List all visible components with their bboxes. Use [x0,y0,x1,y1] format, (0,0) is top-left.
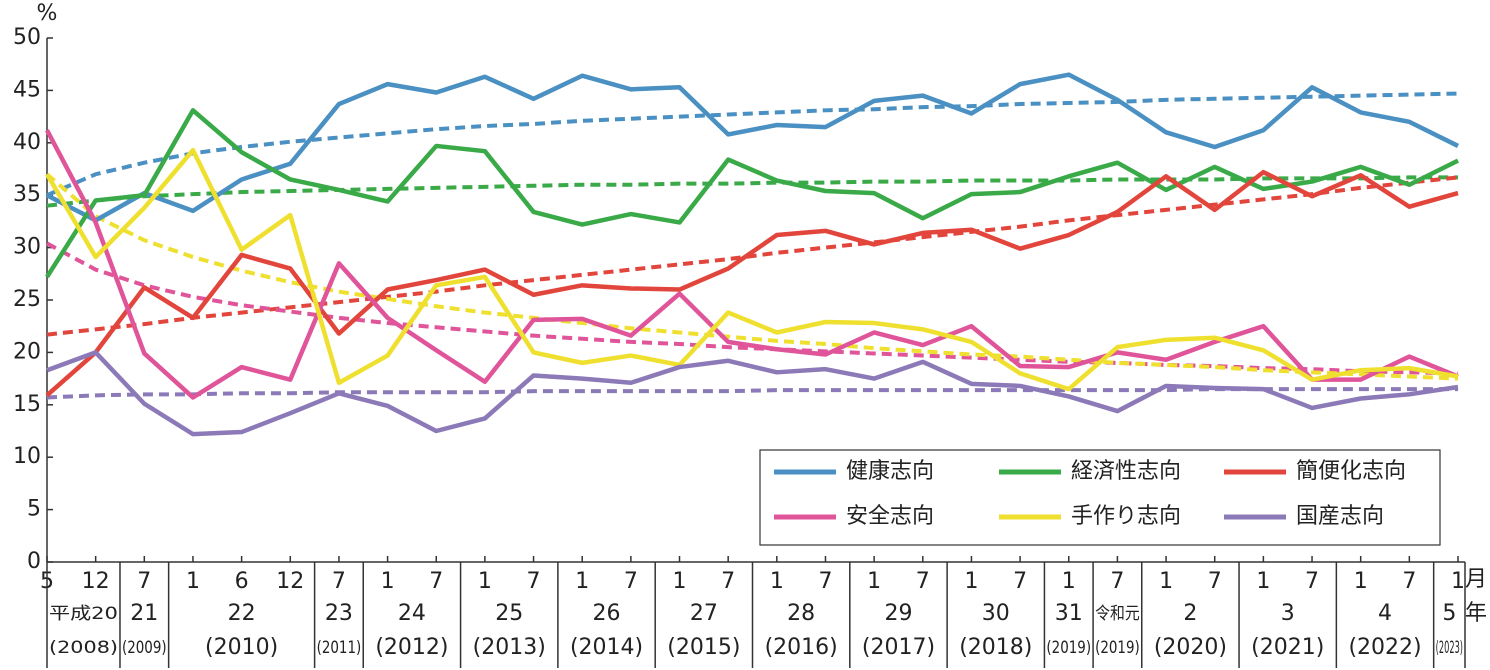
series-line [45,169,1459,398]
x-unit-month: 月 [1465,567,1487,592]
year-western: (2018) [959,635,1032,660]
year-western: (2023) [1436,638,1463,658]
legend-label: 簡便化志向 [1296,459,1406,484]
x-tick-label: 7 [527,569,541,594]
x-tick-label: 1 [478,569,492,594]
year-label: 5 [1442,601,1456,626]
x-tick-label: 1 [1062,569,1076,594]
x-tick-label: 1 [1451,569,1465,594]
year-label: 3 [1281,601,1295,626]
x-tick-label: 7 [916,569,930,594]
year-western: (2013) [473,635,546,660]
series-line [45,108,1459,279]
x-tick-label: 1 [186,569,200,594]
year-western: (2014) [570,635,643,660]
x-tick-label: 7 [332,569,346,594]
x-unit-year: 年 [1465,601,1487,626]
legend-box [759,449,1441,546]
year-label: 23 [325,601,353,626]
x-tick-label: 1 [1354,569,1368,594]
legend-label: 経済性志向 [1071,459,1181,484]
x-tick-label: 7 [1110,569,1124,594]
x-tick-label: 1 [770,569,784,594]
trend-line [46,241,1459,376]
legend-label: 安全志向 [846,504,934,529]
x-tick-label: 7 [429,569,443,594]
year-western: (2010) [205,635,278,660]
y-tick-label: 25 [13,287,41,312]
y-unit: % [37,1,58,26]
trend-line [46,175,1458,208]
legend-label: 手作り志向 [1071,504,1181,529]
y-tick-label: 15 [13,392,41,417]
year-label: 令和元 [1095,604,1140,624]
year-western: (2017) [862,635,935,660]
year-label: 29 [884,601,912,626]
year-label: 24 [398,601,426,626]
y-tick-label: 50 [13,25,41,50]
year-label: 26 [593,601,621,626]
year-label: 平成20 [49,604,118,624]
legend-label: 健康志向 [846,459,934,484]
year-western: (2011) [317,638,362,658]
y-tick-label: 40 [13,130,41,155]
year-western: (2020) [1154,635,1227,660]
year-label: 2 [1183,601,1197,626]
trend-line [46,175,1459,337]
year-western: (2021) [1251,635,1324,660]
x-tick-label: 1 [964,569,978,594]
x-tick-label: 1 [1159,569,1173,594]
year-western: (2009) [122,638,167,658]
series-line [46,350,1459,437]
x-tick-label: 7 [721,569,735,594]
trend-line [46,91,1459,198]
x-tick-label: 12 [276,569,304,594]
year-label: 21 [130,601,158,626]
y-tick-label: 35 [13,182,41,207]
x-tick-label: 7 [1208,569,1222,594]
year-western: (2022) [1348,635,1421,660]
x-tick-label: 1 [867,569,881,594]
year-label: 31 [1055,601,1083,626]
x-tick-label: 12 [82,569,110,594]
x-tick-label: 1 [1256,569,1270,594]
y-tick-label: 10 [13,444,41,469]
year-western: (2015) [667,635,740,660]
year-label: 30 [982,601,1010,626]
year-western: (2019) [1046,638,1091,658]
year-label: 4 [1378,601,1392,626]
x-tick-label: 1 [673,569,687,594]
year-western: (2016) [765,635,838,660]
x-tick-label: 1 [381,569,395,594]
y-tick-label: 20 [13,339,41,364]
y-tick-label: 0 [27,549,41,574]
y-tick-label: 30 [13,235,41,260]
series-line [45,147,1459,392]
x-tick-label: 7 [818,569,832,594]
x-tick-label: 7 [137,569,151,594]
year-label: 28 [787,601,815,626]
year-western: (2012) [375,635,448,660]
y-tick-label: 5 [27,497,41,522]
x-tick-label: 7 [1305,569,1319,594]
trend-line [45,172,1459,381]
series-line [45,72,1459,223]
x-tick-label: 7 [1013,569,1027,594]
year-label: 27 [690,601,718,626]
x-tick-label: 1 [575,569,589,594]
year-label: 22 [228,601,256,626]
year-label: 25 [495,601,523,626]
legend-label: 国産志向 [1296,504,1384,529]
x-tick-label: 7 [1402,569,1416,594]
year-western: (2019) [1095,638,1140,658]
year-western: (2008) [49,638,118,658]
x-tick-label: 7 [624,569,638,594]
y-tick-label: 45 [13,77,41,102]
x-tick-label: 6 [235,569,249,594]
